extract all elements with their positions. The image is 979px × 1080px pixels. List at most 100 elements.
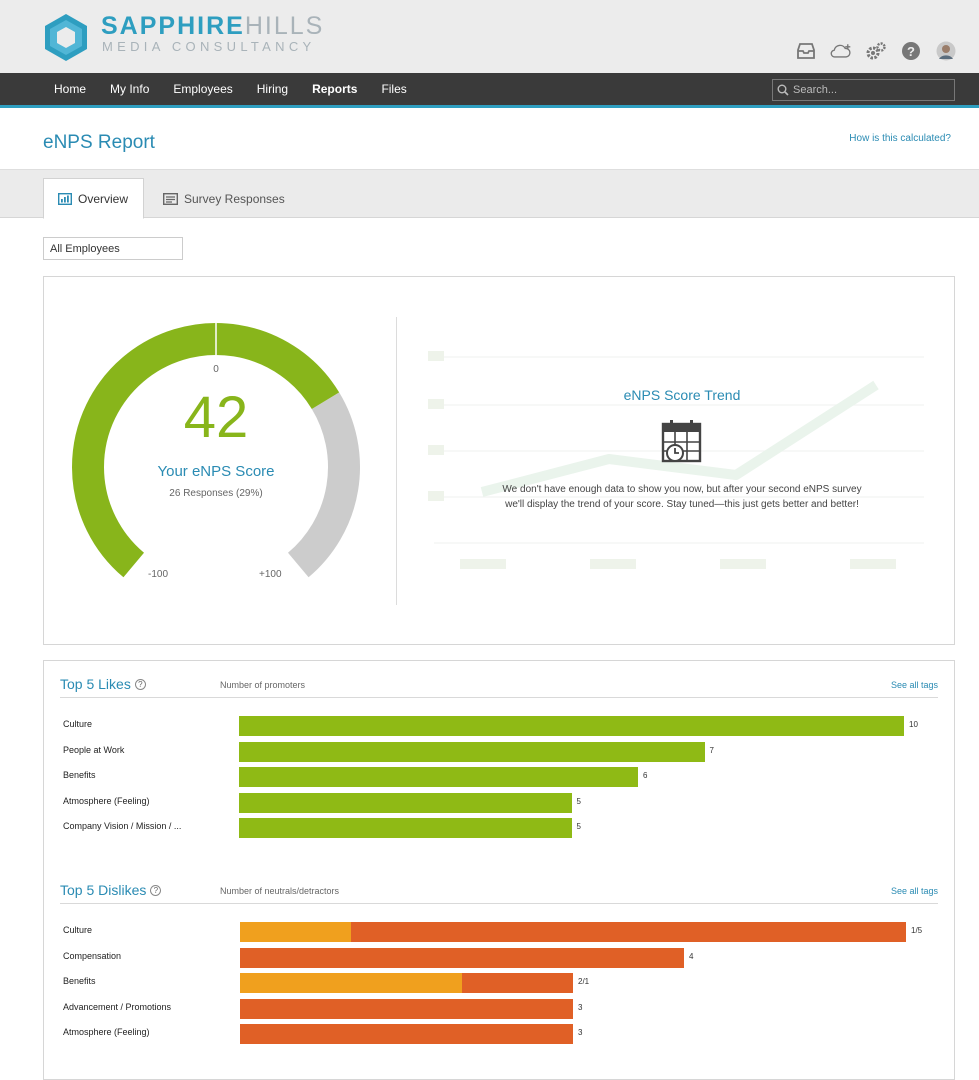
likes-bar-row: Atmosphere (Feeling) 5 <box>63 792 943 813</box>
panel-divider <box>396 317 397 605</box>
trend-placeholder-chart <box>428 351 924 569</box>
dislikes-header: Top 5 Dislikes ? Number of neutrals/detr… <box>60 882 938 904</box>
cloud-add-icon[interactable] <box>830 40 852 62</box>
help-icon[interactable]: ? <box>900 40 922 62</box>
dislikes-bar-row: Benefits 2/1 <box>63 973 943 993</box>
brand-subtitle: MEDIA CONSULTANCY <box>102 39 316 54</box>
gauge-min-label: -100 <box>148 569 169 580</box>
svg-text:?: ? <box>907 44 915 59</box>
list-icon <box>163 192 178 205</box>
user-avatar[interactable] <box>935 40 957 62</box>
tags-panel: Top 5 Likes ? Number of promoters See al… <box>43 660 955 1080</box>
detractor-bar[interactable] <box>240 1024 573 1044</box>
enps-score-value: 42 <box>183 385 249 450</box>
search-box[interactable] <box>772 79 955 101</box>
page-title: eNPS Report <box>43 132 155 153</box>
search-input[interactable] <box>793 84 943 96</box>
bar-label: Compensation <box>63 950 122 961</box>
likes-bar[interactable] <box>239 818 572 838</box>
dislikes-bar-row: Culture 1/5 <box>63 922 943 942</box>
likes-see-all-link[interactable]: See all tags <box>890 680 938 690</box>
bar-value: 1/5 <box>911 926 923 935</box>
tab-survey-responses-label: Survey Responses <box>184 191 285 206</box>
likes-bar-row: Benefits 6 <box>63 767 943 787</box>
bar-label: Atmosphere (Feeling) <box>63 1027 150 1037</box>
nav-item-home[interactable]: Home <box>54 82 87 96</box>
enps-score-label: Your eNPS Score <box>157 463 275 480</box>
tab-bar: Overview Survey Responses <box>0 169 979 219</box>
nav-item-reports[interactable]: Reports <box>312 82 358 96</box>
nav-item-my-info[interactable]: My Info <box>110 82 150 96</box>
bar-value: 3 <box>578 1002 583 1012</box>
brand-bold: SAPPHIRE <box>101 12 245 40</box>
tab-survey-responses[interactable]: Survey Responses <box>149 178 299 219</box>
chart-icon <box>58 192 72 205</box>
main-nav: Home My Info Employees Hiring Reports Files <box>0 73 979 108</box>
likes-title-text: Top 5 Likes <box>60 676 131 692</box>
inbox-icon[interactable] <box>795 40 817 62</box>
dislikes-title: Top 5 Dislikes ? <box>60 882 162 898</box>
detractor-bar[interactable] <box>351 922 906 942</box>
likes-subtitle: Number of promoters <box>220 680 306 690</box>
employee-filter-select[interactable]: All Employees <box>43 237 183 260</box>
dislikes-bar-row: Atmosphere (Feeling) 3 <box>63 1024 943 1044</box>
detractor-bar[interactable] <box>240 998 573 1019</box>
nav-item-files[interactable]: Files <box>381 82 407 96</box>
likes-bar[interactable] <box>239 716 904 736</box>
nav-item-employees[interactable]: Employees <box>173 82 233 96</box>
brand-name[interactable]: SAPPHIREHILLS <box>101 14 324 39</box>
detractor-bar[interactable] <box>462 973 573 993</box>
settings-gears-icon[interactable] <box>865 40 887 62</box>
likes-title: Top 5 Likes ? <box>60 676 146 692</box>
tab-overview[interactable]: Overview <box>43 178 144 219</box>
bar-label: Advancement / Promotions <box>63 1001 172 1012</box>
brand-light: HILLS <box>244 12 325 40</box>
likes-bar[interactable] <box>239 792 572 813</box>
bar-value: 7 <box>709 745 714 755</box>
tab-overview-label: Overview <box>78 191 129 206</box>
bar-value: 6 <box>643 771 648 780</box>
likes-bar-row: Company Vision / Mission / ... 5 <box>63 818 943 838</box>
dislikes-bar-row: Compensation 4 <box>63 947 943 968</box>
header-icons: ? <box>795 40 957 62</box>
gauge-max-label: +100 <box>259 569 282 580</box>
neutral-bar[interactable] <box>240 922 351 942</box>
bar-label: Benefits <box>63 976 96 986</box>
help-circle-icon[interactable]: ? <box>134 678 146 690</box>
score-panel: 0 42 Your eNPS Score 26 Responses (29%) … <box>43 276 955 645</box>
trend-title: eNPS Score Trend <box>623 387 741 403</box>
bar-value: 5 <box>576 822 581 831</box>
logo-hex-icon[interactable] <box>42 12 90 62</box>
dislikes-title-text: Top 5 Dislikes <box>60 882 147 898</box>
help-circle-icon[interactable]: ? <box>150 884 162 896</box>
gauge-remainder-arc <box>287 392 360 578</box>
gauge-score-arc <box>72 323 340 578</box>
enps-gauge <box>72 323 360 578</box>
bar-label: Culture <box>63 925 93 935</box>
bar-label: People at Work <box>63 744 125 755</box>
top-header: SAPPHIREHILLS MEDIA CONSULTANCY ? <box>0 0 979 73</box>
likes-bar-row: Culture 10 <box>63 716 943 736</box>
dislikes-subtitle: Number of neutrals/detractors <box>220 886 340 896</box>
nav-items: Home My Info Employees Hiring Reports Files <box>42 73 419 105</box>
trend-message: We don't have enough data to show you no… <box>502 484 862 510</box>
bar-label: Atmosphere (Feeling) <box>63 795 150 806</box>
bar-label: Culture <box>63 719 93 729</box>
nav-item-hiring[interactable]: Hiring <box>256 82 289 96</box>
how-calculated-link[interactable]: How is this calculated? <box>849 133 951 144</box>
calendar-clock-icon <box>661 420 702 463</box>
likes-bar[interactable] <box>239 741 705 762</box>
likes-header: Top 5 Likes ? Number of promoters See al… <box>60 676 938 698</box>
dislikes-bar-row: Advancement / Promotions 3 <box>63 998 943 1019</box>
likes-bar[interactable] <box>239 767 638 787</box>
search-icon <box>777 84 789 96</box>
bar-value: 10 <box>909 720 918 729</box>
bar-value: 4 <box>689 951 694 961</box>
neutral-bar[interactable] <box>240 973 462 993</box>
detractor-bar[interactable] <box>240 947 684 968</box>
gauge-zero-label: 0 <box>213 364 219 375</box>
bar-value: 5 <box>576 796 581 806</box>
bar-value: 2/1 <box>578 977 590 986</box>
dislikes-see-all-link[interactable]: See all tags <box>890 886 938 896</box>
bar-label: Benefits <box>63 770 96 780</box>
